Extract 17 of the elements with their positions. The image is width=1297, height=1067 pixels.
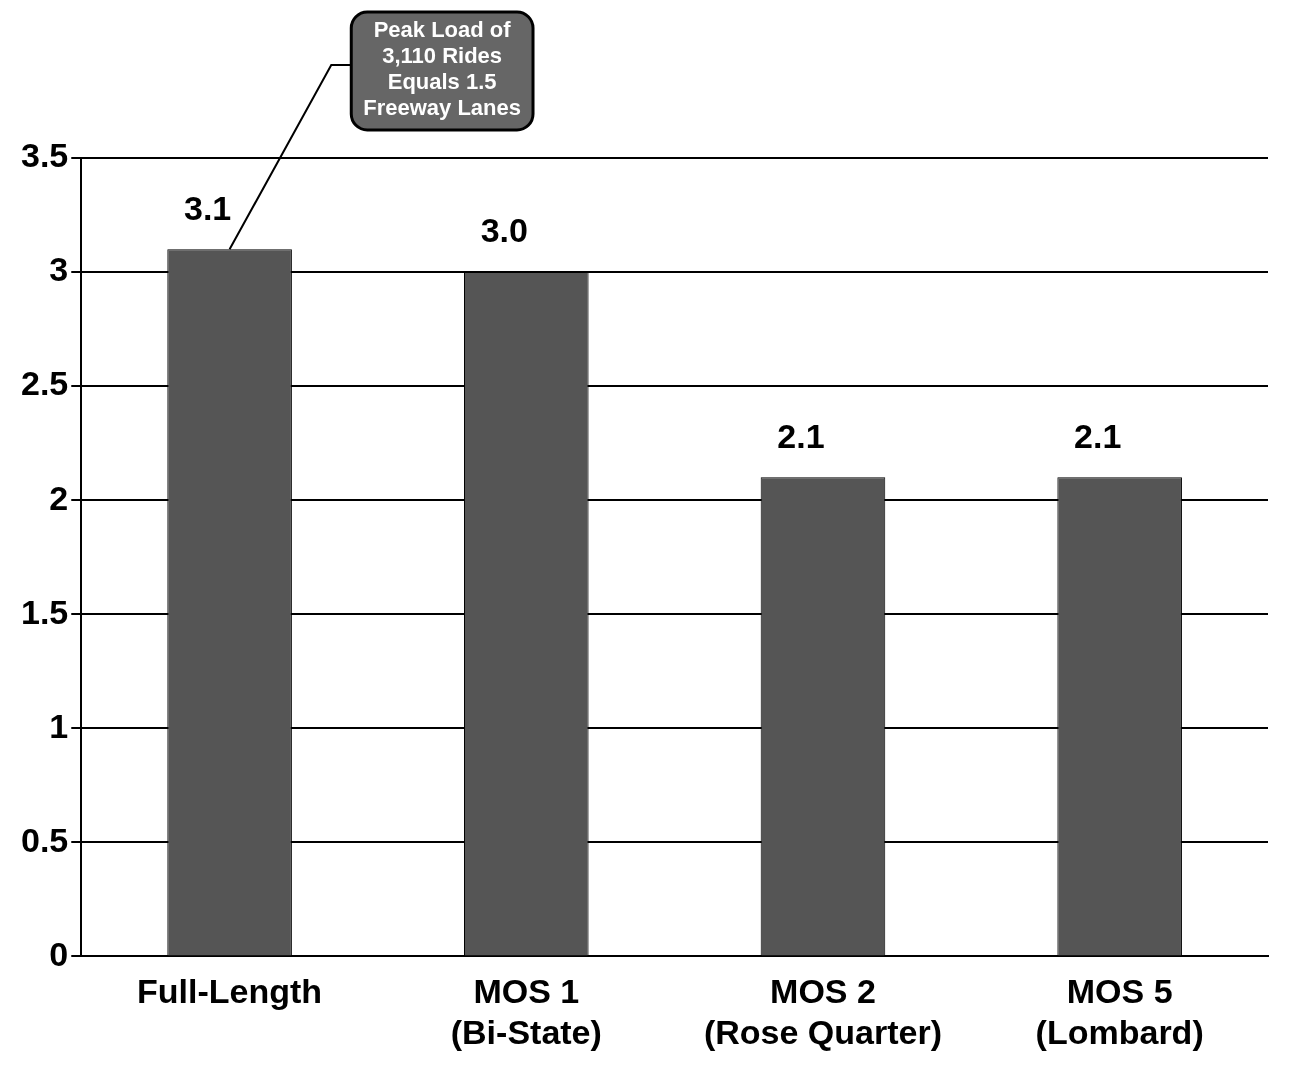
y-tick-label: 3 — [49, 250, 69, 289]
y-tick-label: 1 — [49, 706, 69, 745]
y-tick-label: 0 — [49, 934, 69, 973]
data-label: 3.0 — [480, 211, 528, 250]
data-label: 3.1 — [183, 188, 232, 227]
y-tick-label: 2.5 — [21, 364, 69, 403]
annotation: Peak Load of 3,110 Rides Equals 1.5 Freeway Lanes — [363, 17, 522, 121]
x-tick-label: MOS 2 (Rose Quarter) — [703, 972, 943, 1051]
y-tick-label: 2 — [49, 478, 69, 517]
x-tick-label: MOS 1 (Bi-State) — [450, 972, 602, 1051]
data-label: 2.1 — [1074, 416, 1122, 455]
y-tick-label: 3.5 — [21, 136, 69, 175]
y-tick-label: 1.5 — [21, 592, 69, 631]
data-label: 2.1 — [777, 416, 825, 455]
y-tick-label: 0.5 — [21, 820, 69, 859]
x-tick-label: Full-Length — [137, 972, 323, 1011]
x-tick-label: MOS 5 (Lombard) — [1035, 972, 1204, 1051]
